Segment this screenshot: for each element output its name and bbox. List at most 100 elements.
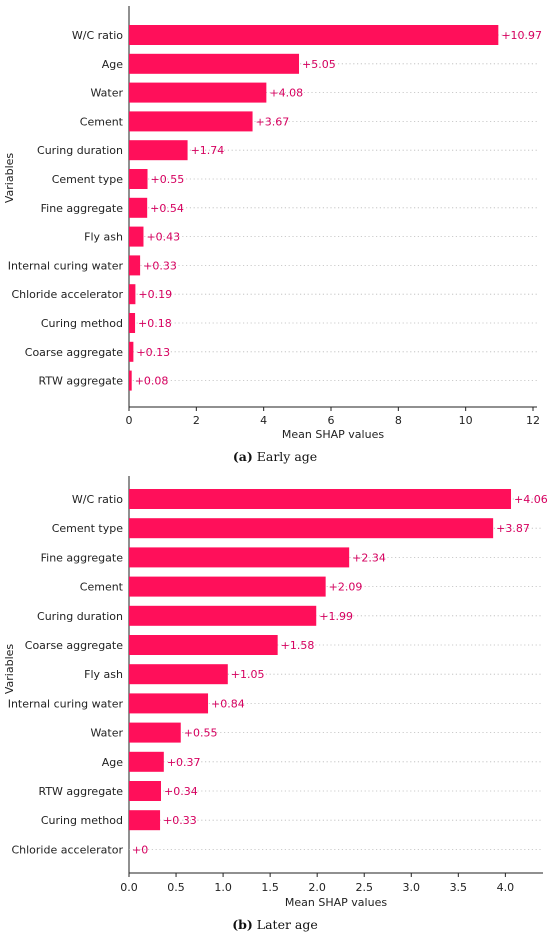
value-label: +3.67 xyxy=(256,115,290,128)
value-label: +0.19 xyxy=(138,288,172,301)
bar xyxy=(129,664,228,685)
bar xyxy=(129,53,300,74)
category-label: W/C ratio xyxy=(72,493,123,506)
x-tick-label: 8 xyxy=(395,414,402,427)
value-label: +2.09 xyxy=(329,581,363,594)
x-ticks: 0.0 0.5 1.0 1.5 2.0 2.5 3.0 3.5 4.0 xyxy=(120,873,514,894)
category-label: Curing duration xyxy=(37,144,123,157)
chart-early-age: W/C ratio +10.97 Age +5.05 Water +4.08 Cement +… xyxy=(3,6,542,464)
value-label: +1.99 xyxy=(319,610,353,623)
category-label: Internal curing water xyxy=(8,259,124,272)
bar xyxy=(129,341,134,362)
category-label: Fine aggregate xyxy=(41,551,124,564)
bar xyxy=(129,197,148,218)
value-label: +4.06 xyxy=(514,493,548,506)
caption-letter: (a) xyxy=(233,449,253,464)
bar xyxy=(129,810,161,831)
category-label: Coarse aggregate xyxy=(25,346,123,359)
caption-letter: (b) xyxy=(232,917,253,932)
value-label: +1.74 xyxy=(191,144,225,157)
category-label: Water xyxy=(90,87,123,100)
bar xyxy=(129,140,188,161)
bar xyxy=(129,313,136,333)
value-label: +0.37 xyxy=(167,756,201,769)
bar xyxy=(129,370,132,391)
category-label: Fly ash xyxy=(84,231,123,244)
value-label: +0.55 xyxy=(151,173,185,186)
bar xyxy=(129,284,136,305)
x-tick-label: 3.0 xyxy=(403,881,421,894)
bar xyxy=(129,111,253,132)
x-tick-label: 2.0 xyxy=(308,881,326,894)
bar xyxy=(129,605,317,626)
x-tick-label: 2 xyxy=(193,414,200,427)
y-axis-label: Variables xyxy=(3,644,16,695)
category-label: Age xyxy=(102,756,124,769)
value-label: +0.13 xyxy=(136,346,170,359)
bar xyxy=(129,25,499,45)
value-label: +0.84 xyxy=(211,697,245,710)
bar xyxy=(129,226,144,247)
value-label: +0.18 xyxy=(138,317,172,330)
category-label: RTW aggregate xyxy=(39,375,124,388)
value-label: +0.43 xyxy=(146,231,180,244)
bar xyxy=(129,255,141,276)
x-tick-label: 1.0 xyxy=(214,881,232,894)
value-label: +0.08 xyxy=(135,375,169,388)
bars: W/C ratio +4.06 Cement type +3.87 Fine aggre… xyxy=(8,489,548,856)
x-tick-label: 12 xyxy=(526,414,540,427)
value-label: +4.08 xyxy=(269,87,303,100)
x-tick-label: 10 xyxy=(459,414,473,427)
bar xyxy=(129,518,494,539)
bar xyxy=(129,751,164,772)
category-label: Fly ash xyxy=(84,668,123,681)
x-tick-label: 0.5 xyxy=(167,881,185,894)
category-label: Cement xyxy=(80,115,124,128)
caption-a: (a) Early age xyxy=(233,449,317,464)
x-tick-label: 1.5 xyxy=(261,881,279,894)
category-label: Cement type xyxy=(52,522,124,535)
x-tick-label: 0 xyxy=(126,414,133,427)
category-label: Curing method xyxy=(41,317,123,330)
x-axis-label: Mean SHAP values xyxy=(285,896,387,909)
x-tick-label: 6 xyxy=(328,414,335,427)
category-label: W/C ratio xyxy=(72,29,123,42)
category-label: Age xyxy=(102,58,124,71)
caption-b: (b) Later age xyxy=(232,917,318,932)
x-tick-label: 0.0 xyxy=(120,881,138,894)
value-label: +0.34 xyxy=(164,785,198,798)
x-tick-label: 3.5 xyxy=(450,881,468,894)
value-label: +5.05 xyxy=(302,58,336,71)
value-label: +1.58 xyxy=(281,639,315,652)
bar xyxy=(129,781,161,801)
x-tick-label: 2.5 xyxy=(355,881,373,894)
category-label: Curing method xyxy=(41,814,123,827)
bar xyxy=(129,82,267,103)
category-label: Cement type xyxy=(52,173,124,186)
bar xyxy=(129,693,209,714)
chart-later-age: W/C ratio +4.06 Cement type +3.87 Fine aggre… xyxy=(3,476,548,932)
value-label: +0 xyxy=(132,843,148,856)
category-label: Coarse aggregate xyxy=(25,639,123,652)
bar xyxy=(129,169,148,189)
bar xyxy=(129,489,512,509)
value-label: +3.87 xyxy=(496,522,530,535)
value-label: +10.97 xyxy=(501,29,542,42)
category-label: Cement xyxy=(80,581,124,594)
caption-text: Early age xyxy=(257,449,317,464)
category-label: Fine aggregate xyxy=(41,202,124,215)
value-label: +1.05 xyxy=(231,668,265,681)
x-axis-label: Mean SHAP values xyxy=(282,428,384,441)
y-axis-label: Variables xyxy=(3,153,16,204)
value-label: +0.33 xyxy=(163,814,197,827)
bar xyxy=(129,722,181,743)
value-label: +2.34 xyxy=(352,551,386,564)
value-label: +0.55 xyxy=(184,727,218,740)
category-label: Internal curing water xyxy=(8,697,124,710)
category-label: Water xyxy=(90,727,123,740)
category-label: Chloride accelerator xyxy=(11,288,123,301)
category-label: Curing duration xyxy=(37,610,123,623)
x-tick-label: 4.0 xyxy=(497,881,515,894)
bar xyxy=(129,547,350,568)
